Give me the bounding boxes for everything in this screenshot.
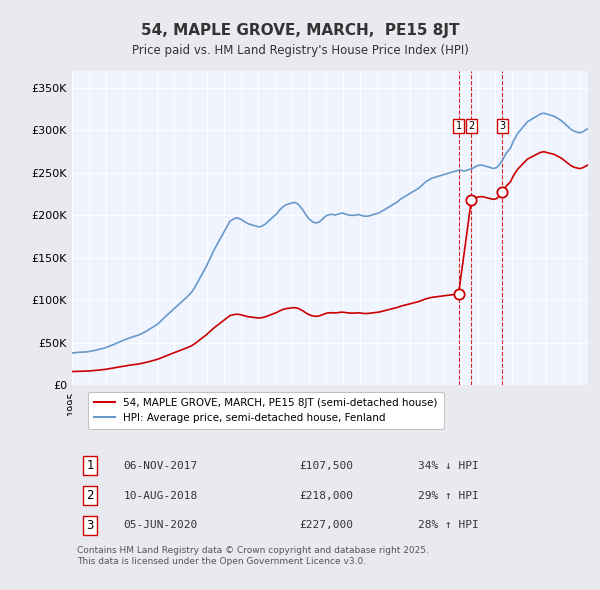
Text: Contains HM Land Registry data © Crown copyright and database right 2025.
This d: Contains HM Land Registry data © Crown c… <box>77 546 429 566</box>
Text: 2: 2 <box>468 121 475 131</box>
Text: £218,000: £218,000 <box>299 490 353 500</box>
Point <box>466 195 476 205</box>
Text: 10-AUG-2018: 10-AUG-2018 <box>124 490 198 500</box>
Text: 3: 3 <box>86 519 94 532</box>
Text: 28% ↑ HPI: 28% ↑ HPI <box>418 520 478 530</box>
Text: 29% ↑ HPI: 29% ↑ HPI <box>418 490 478 500</box>
Text: 34% ↓ HPI: 34% ↓ HPI <box>418 461 478 471</box>
Text: £107,500: £107,500 <box>299 461 353 471</box>
Text: 1: 1 <box>86 459 94 472</box>
Point <box>497 188 507 197</box>
Text: £227,000: £227,000 <box>299 520 353 530</box>
Text: 1: 1 <box>455 121 461 131</box>
Text: 54, MAPLE GROVE, MARCH,  PE15 8JT: 54, MAPLE GROVE, MARCH, PE15 8JT <box>141 24 459 38</box>
Text: 3: 3 <box>499 121 505 131</box>
Point <box>454 289 463 299</box>
Text: 06-NOV-2017: 06-NOV-2017 <box>124 461 198 471</box>
Legend: 54, MAPLE GROVE, MARCH, PE15 8JT (semi-detached house), HPI: Average price, semi: 54, MAPLE GROVE, MARCH, PE15 8JT (semi-d… <box>88 392 443 430</box>
Text: 2: 2 <box>86 489 94 502</box>
Text: Price paid vs. HM Land Registry's House Price Index (HPI): Price paid vs. HM Land Registry's House … <box>131 44 469 57</box>
Text: 05-JUN-2020: 05-JUN-2020 <box>124 520 198 530</box>
